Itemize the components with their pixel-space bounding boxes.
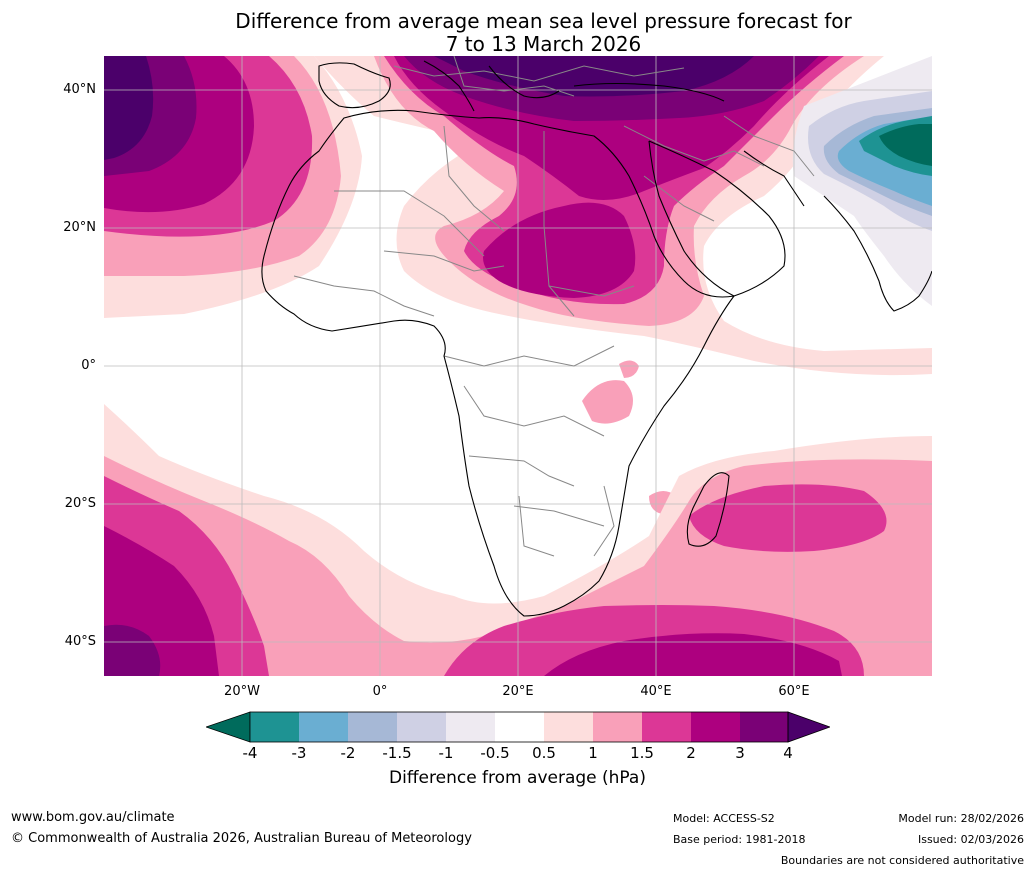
- colorbar-outline: [249, 711, 789, 743]
- colorbar-swatch-4: [397, 712, 446, 742]
- map-title: Difference from average mean sea level p…: [0, 10, 1035, 56]
- colorbar-tick-3: -2: [340, 744, 356, 762]
- country-borders: [293, 56, 815, 557]
- colorbar-swatch-1: [250, 712, 299, 742]
- atlantic-north-anomaly-4: [104, 56, 154, 160]
- lat-label-20s: 20°S: [64, 496, 96, 511]
- border-sudan-ssudan: [548, 285, 635, 297]
- map-title-line1: Difference from average mean sea level p…: [235, 9, 852, 33]
- footer-boundaries-note: Boundaries are not considered authoritat…: [780, 854, 1024, 867]
- footer-model: Model: ACCESS-S2: [673, 812, 775, 825]
- border-congo: [463, 385, 605, 437]
- border-iran: [723, 115, 815, 177]
- lon-label-20w: 20°W: [224, 684, 260, 699]
- colorbar-tick-11: 3: [735, 744, 745, 762]
- colorbar-swatch-7: [544, 712, 593, 742]
- lat-label-40s: 40°S: [64, 634, 96, 649]
- footer-model-run: Model run: 28/02/2026: [898, 812, 1024, 825]
- coast-madagascar: [686, 472, 730, 547]
- colorbar-swatch-8: [593, 712, 642, 742]
- lat-label-0: 0°: [81, 358, 96, 373]
- border-mali-niger: [383, 250, 505, 272]
- coast-india: [823, 195, 932, 312]
- coast-africa: [261, 109, 736, 617]
- coast-italy-balkans: [423, 60, 560, 112]
- pressure-anomaly-map: [104, 56, 932, 676]
- colorbar-swatch-5: [446, 712, 495, 742]
- border-europe: [393, 65, 685, 82]
- colorbar-swatch-3: [348, 712, 397, 742]
- lon-label-0: 0°: [372, 684, 388, 699]
- lon-label-20e: 20°E: [502, 684, 534, 699]
- lat-label-20n: 20°N: [63, 220, 96, 235]
- colorbar-tick-8: 1: [588, 744, 598, 762]
- east-africa-anomaly-small: [619, 360, 639, 378]
- border-europe-2: [453, 56, 575, 97]
- border-saudi: [643, 175, 715, 222]
- east-africa-anomaly: [582, 380, 633, 424]
- footer-website[interactable]: www.bom.gov.au/climate: [11, 810, 175, 825]
- colorbar-tick-9: 1.5: [630, 744, 654, 762]
- footer-issued: Issued: 02/03/2026: [917, 833, 1024, 846]
- colorbar-tick-2: -3: [291, 744, 307, 762]
- positive-anomaly-shading: [104, 56, 932, 676]
- graticule: [104, 56, 932, 676]
- colorbar-tick-5: -1: [438, 744, 454, 762]
- south-indian-anomaly-2: [544, 633, 842, 676]
- colorbar-swatch-2: [299, 712, 348, 742]
- border-namibia: [518, 495, 555, 557]
- sahel-anomaly-2: [483, 202, 636, 298]
- south-atlantic-anomaly-3: [104, 624, 161, 676]
- colorbar-label: Difference from average (hPa): [389, 768, 646, 788]
- colorbar-swatch-10: [691, 712, 740, 742]
- colorbar-extend-max: [787, 711, 832, 743]
- border-angola: [468, 455, 575, 487]
- lon-label-40e: 40°E: [640, 684, 672, 699]
- lon-label-60e: 60°E: [778, 684, 810, 699]
- coast-arabia: [648, 140, 786, 297]
- colorbar-swatch-9: [642, 712, 691, 742]
- coast-turkey: [573, 82, 725, 102]
- indian-ocean-anomaly-15: [689, 484, 887, 552]
- border-sahara: [334, 190, 485, 257]
- border-wafrica: [293, 275, 435, 317]
- med-anomaly-4: [434, 56, 754, 97]
- colorbar-tick-1: -4: [242, 744, 258, 762]
- border-algeria-libya: [443, 125, 505, 232]
- map-title-line2: 7 to 13 March 2026: [445, 32, 642, 56]
- colorbar-tick-10: 2: [686, 744, 696, 762]
- footer-copyright: © Commonwealth of Australia 2026, Austra…: [11, 831, 472, 846]
- colorbar-swatch-6: [495, 712, 544, 742]
- colorbar-swatch-11: [740, 712, 788, 742]
- colorbar-tick-7: 0.5: [532, 744, 556, 762]
- colorbar-tick-4: -1.5: [382, 744, 412, 762]
- india-anomaly-4: [879, 124, 932, 166]
- colorbar-extend-min: [204, 711, 251, 743]
- border-southern: [513, 505, 605, 527]
- colorbar-tick-12: 4: [783, 744, 793, 762]
- colorbar: [204, 711, 832, 743]
- coastlines: [261, 60, 932, 617]
- negative-anomaly-shading: [792, 56, 932, 306]
- footer-base-period: Base period: 1981-2018: [673, 833, 806, 846]
- colorbar-tick-6: -0.5: [480, 744, 510, 762]
- border-central: [443, 345, 615, 367]
- border-mozambique: [593, 485, 615, 557]
- border-middleeast: [623, 125, 765, 167]
- lat-label-40n: 40°N: [63, 82, 96, 97]
- coast-persian-gulf: [743, 150, 805, 207]
- coast-iberia: [318, 62, 391, 109]
